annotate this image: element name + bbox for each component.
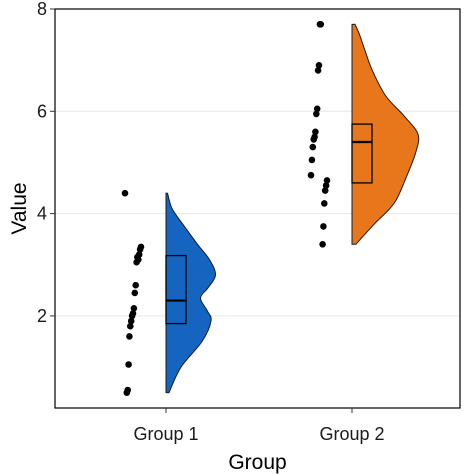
data-point [121,189,129,197]
boxplots [165,123,373,325]
y-tick-label: 8 [37,0,47,19]
data-point [126,333,133,340]
data-point [125,361,132,368]
data-point [321,187,329,194]
data-point [134,253,141,261]
data-point [314,67,322,74]
data-point [313,110,320,118]
density-cloud-1 [165,192,217,394]
data-points [121,21,331,397]
data-point [128,312,136,320]
data-point [310,136,318,143]
x-tick-label: Group 1 [133,424,198,444]
x-axis-title: Group [228,451,286,474]
data-point [123,389,131,397]
data-point [308,156,316,164]
data-point [319,241,326,248]
density-clouds [165,23,420,394]
y-tick-label: 4 [37,204,47,224]
boxplot-box-2 [351,123,373,184]
data-point [320,223,327,230]
data-point [131,289,139,297]
data-point [316,21,324,28]
data-point [323,177,331,184]
data-point [127,317,135,325]
plot-panel-border [54,8,461,409]
x-tick-label: Group 2 [319,424,384,444]
data-point [133,258,140,266]
data-point [312,128,319,136]
axis-ticks: 2 4 6 8 Group 1 Group 2 [37,0,385,444]
y-axis-title: Value [8,182,31,234]
data-point [127,322,134,330]
y-tick-label: 2 [37,306,47,326]
data-point [309,143,317,151]
data-point [132,281,139,289]
data-point [130,305,138,312]
y-tick-label: 6 [37,101,47,121]
density-cloud-2 [351,23,420,245]
boxplot-box-1 [165,254,187,325]
data-point [322,182,330,189]
data-point [321,200,328,207]
data-point [313,105,321,113]
data-point [315,62,323,69]
data-point [136,246,144,253]
data-point [307,171,315,179]
